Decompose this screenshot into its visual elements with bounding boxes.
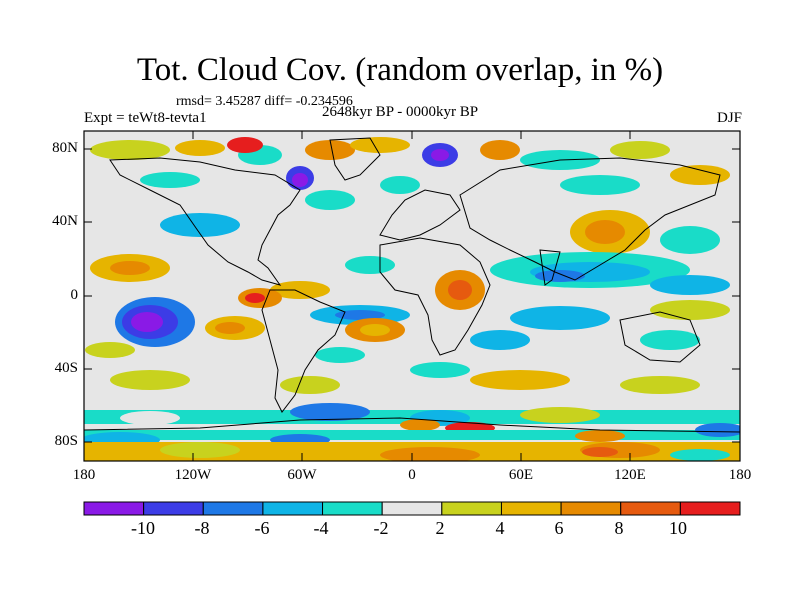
lon-label-120e: 120E (614, 467, 646, 483)
lat-label-80n: 80N (52, 140, 78, 156)
lat-label-40s: 40S (54, 360, 78, 376)
lon-label-180w: 180 (72, 467, 96, 483)
colorbar-label: -6 (254, 518, 270, 538)
colorbar-swatch (620, 501, 681, 516)
colorbar-label: -8 (194, 518, 210, 538)
lon-label-120w: 120W (174, 467, 212, 483)
colorbar-label: -4 (313, 518, 329, 538)
coastlines (84, 137, 740, 433)
colorbar-label: 4 (495, 518, 505, 538)
experiment-label: Expt = teWt8-tevta1 (84, 110, 207, 126)
axis-ticks (84, 131, 740, 461)
lon-label-60e: 60E (508, 467, 534, 483)
colorbar-swatch (441, 501, 502, 516)
colorbar-label: -10 (131, 518, 155, 538)
colorbar-label: 8 (614, 518, 624, 538)
lon-label-60w: 60W (287, 467, 317, 483)
colorbar-swatch (83, 501, 145, 516)
lat-label-80s: 80S (54, 433, 78, 449)
colorbar-swatch (381, 501, 443, 516)
cloud-anomaly-field (84, 137, 740, 461)
lon-label-0: 0 (408, 467, 416, 483)
colorbar-label: -2 (373, 518, 389, 538)
colorbar-swatch (560, 501, 622, 516)
colorbar-swatch (202, 501, 264, 516)
colorbar-swatch (143, 501, 204, 516)
lat-label-0: 0 (70, 287, 79, 303)
colorbar (83, 501, 741, 516)
colorbar-swatch (322, 501, 383, 516)
colorbar-label: 6 (554, 518, 564, 538)
colorbar-swatch (262, 501, 324, 516)
colorbar-label: 2 (435, 518, 445, 538)
lon-label-180e: 180 (728, 467, 752, 483)
lat-label-40n: 40N (52, 213, 78, 229)
season-label: DJF (716, 110, 742, 126)
colorbar-swatch (500, 501, 562, 516)
map-title: Tot. Cloud Cov. (random overlap, in %) (136, 52, 664, 88)
colorbar-label: 10 (669, 518, 687, 538)
stats-label: rmsd= 3.45287 diff= -0.234596 (176, 94, 353, 109)
colorbar-swatch (679, 501, 741, 516)
period-label: 2648kyr BP - 0000kyr BP (321, 104, 479, 120)
